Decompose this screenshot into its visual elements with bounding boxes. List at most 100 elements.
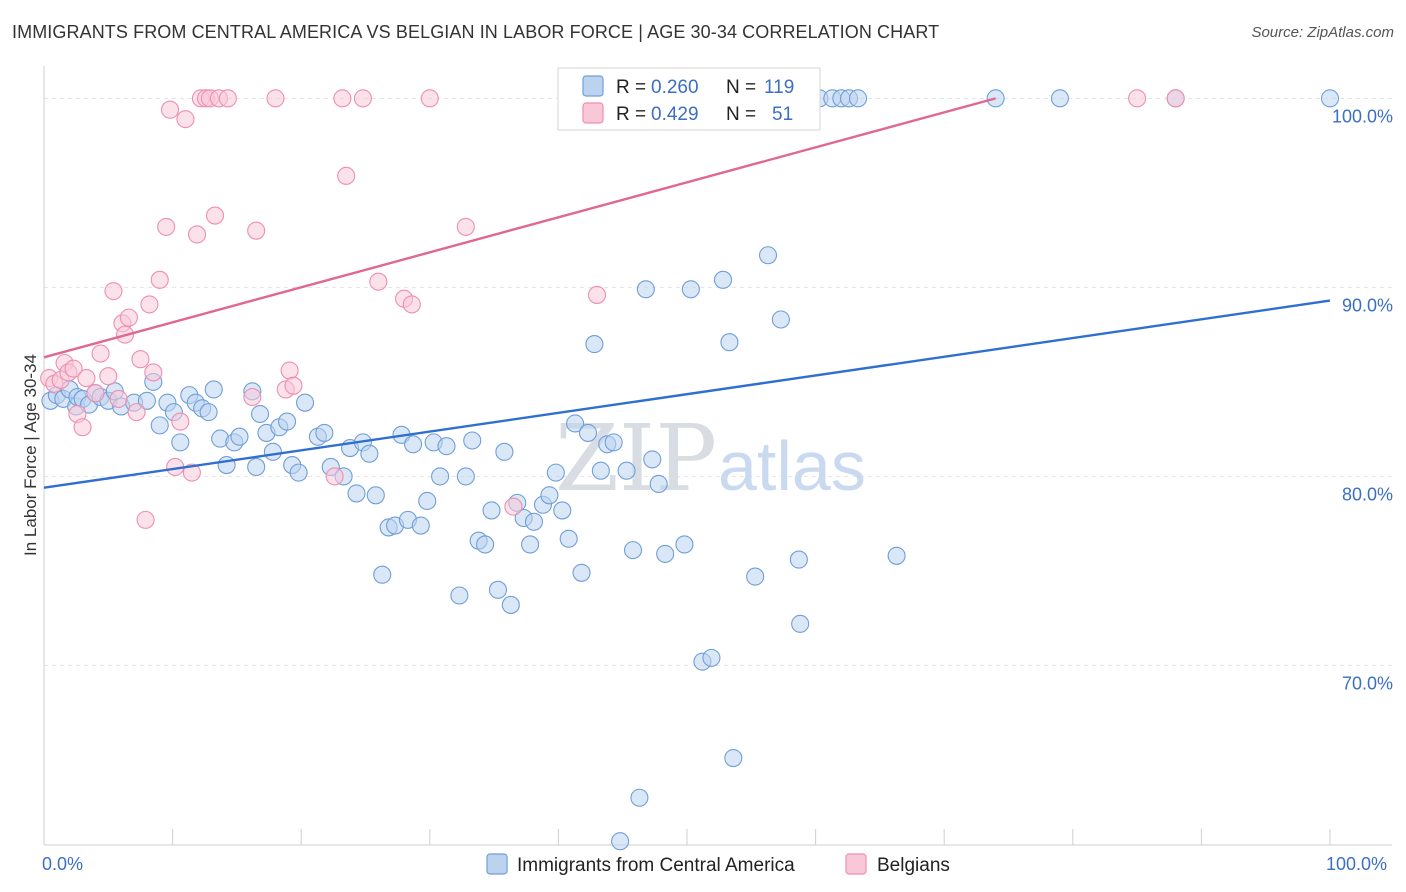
point-central-america-78 <box>572 563 591 582</box>
point-central-america-96 <box>702 648 721 667</box>
point-central-america-46 <box>360 444 379 463</box>
point-central-america-117 <box>1050 89 1069 108</box>
point-central-america-70 <box>521 535 540 554</box>
point-central-america-103 <box>746 567 765 586</box>
point-central-america-31 <box>250 404 270 424</box>
point-belgians-12 <box>104 282 123 301</box>
point-central-america-80 <box>585 335 604 354</box>
point-central-america-60 <box>456 467 475 486</box>
chart-source: Source: ZipAtlas.com <box>1251 24 1394 41</box>
point-belgians-33 <box>205 206 225 225</box>
point-central-america-65 <box>488 580 508 599</box>
point-belgians-38 <box>266 89 285 108</box>
watermark: ZIP atlas <box>555 405 866 512</box>
point-belgians-16 <box>119 308 138 327</box>
stats-legend: R = 0.260 N = 119 R = 0.429 N = 51 <box>557 67 821 131</box>
point-central-america-114 <box>848 89 868 108</box>
point-central-america-81 <box>591 461 610 480</box>
point-central-america-109 <box>791 614 810 633</box>
point-central-america-59 <box>450 586 469 605</box>
chart-title: IMMIGRANTS FROM CENTRAL AMERICA VS BELGI… <box>12 22 940 42</box>
trend-lines <box>43 97 1331 489</box>
point-belgians-18 <box>131 350 150 369</box>
point-belgians-36 <box>243 387 262 407</box>
series-legend-swatch-pink <box>845 853 867 875</box>
point-central-america-53 <box>404 435 423 454</box>
point-central-america-38 <box>296 393 315 412</box>
point-central-america-93 <box>675 535 694 554</box>
trend-line-central-america <box>43 299 1331 489</box>
point-central-america-108 <box>789 550 808 569</box>
stats-legend-n-value-pink: 51 <box>772 104 793 125</box>
point-belgians-11 <box>99 367 118 386</box>
point-belgians-51 <box>504 497 523 516</box>
point-belgians-45 <box>353 89 372 108</box>
stats-legend-r-value-blue: 0.260 <box>651 77 699 98</box>
point-belgians-56 <box>1166 89 1185 108</box>
point-belgians-19 <box>136 510 155 529</box>
stats-legend-n-label-pink: N = <box>726 104 756 125</box>
point-central-america-106 <box>771 310 790 329</box>
point-belgians-49 <box>420 89 439 108</box>
point-belgians-26 <box>171 412 190 431</box>
point-central-america-44 <box>347 484 366 503</box>
point-central-america-119 <box>1320 89 1340 108</box>
data-points <box>40 89 1340 851</box>
point-central-america-76 <box>559 529 578 548</box>
stats-legend-swatch-pink <box>582 102 604 124</box>
point-central-america-84 <box>611 832 630 851</box>
point-central-america-89 <box>643 450 662 469</box>
point-belgians-24 <box>160 100 180 119</box>
point-central-america-91 <box>656 544 675 563</box>
point-belgians-43 <box>333 89 352 108</box>
point-belgians-50 <box>456 217 475 236</box>
x-tick-label-min: 0.0% <box>42 854 83 874</box>
point-central-america-16 <box>150 416 169 435</box>
stats-legend-swatch-blue <box>582 75 604 97</box>
point-belgians-27 <box>176 110 195 129</box>
point-central-america-24 <box>204 380 223 399</box>
point-belgians-22 <box>150 270 169 289</box>
point-belgians-46 <box>369 272 388 291</box>
point-central-america-61 <box>463 431 482 450</box>
point-belgians-13 <box>109 389 128 408</box>
point-belgians-9 <box>86 384 105 403</box>
y-axis-label: In Labor Force | Age 30-34 <box>21 354 40 556</box>
point-belgians-35 <box>218 89 237 108</box>
stats-legend-r-label-blue: R = <box>616 77 646 98</box>
point-central-america-90 <box>649 474 668 494</box>
point-belgians-8 <box>77 369 96 388</box>
point-central-america-37 <box>289 463 308 482</box>
point-central-america-98 <box>713 270 733 289</box>
point-belgians-42 <box>325 467 344 486</box>
point-belgians-41 <box>284 376 303 395</box>
point-central-america-54 <box>411 516 430 535</box>
point-central-america-77 <box>566 414 585 433</box>
y-tick-labels: 70.0% 80.0% 90.0% 100.0% <box>1332 106 1393 693</box>
point-central-america-35 <box>278 412 297 431</box>
point-central-america-66 <box>495 442 514 461</box>
point-central-america-40 <box>315 423 334 442</box>
point-belgians-48 <box>402 295 421 314</box>
point-central-america-33 <box>263 442 282 461</box>
point-central-america-14 <box>137 391 156 410</box>
series-legend: Immigrants from Central America Belgians <box>486 853 950 876</box>
point-central-america-83 <box>604 433 623 452</box>
point-central-america-115 <box>887 546 906 565</box>
y-tick-label-100: 100.0% <box>1332 106 1393 126</box>
stats-legend-n-label-blue: N = <box>726 77 756 98</box>
stats-legend-n-value-blue: 119 <box>764 77 794 98</box>
axes <box>43 66 1392 846</box>
trend-line-belgians <box>43 97 996 359</box>
point-central-america-99 <box>720 333 739 352</box>
point-belgians-52 <box>587 285 607 304</box>
point-belgians-37 <box>247 221 266 240</box>
point-central-america-67 <box>501 595 520 614</box>
point-belgians-40 <box>280 361 299 380</box>
point-central-america-58 <box>437 437 456 456</box>
point-central-america-19 <box>171 433 190 452</box>
point-belgians-7 <box>73 418 92 437</box>
point-central-america-47 <box>366 486 385 505</box>
point-belgians-55 <box>1128 89 1147 108</box>
